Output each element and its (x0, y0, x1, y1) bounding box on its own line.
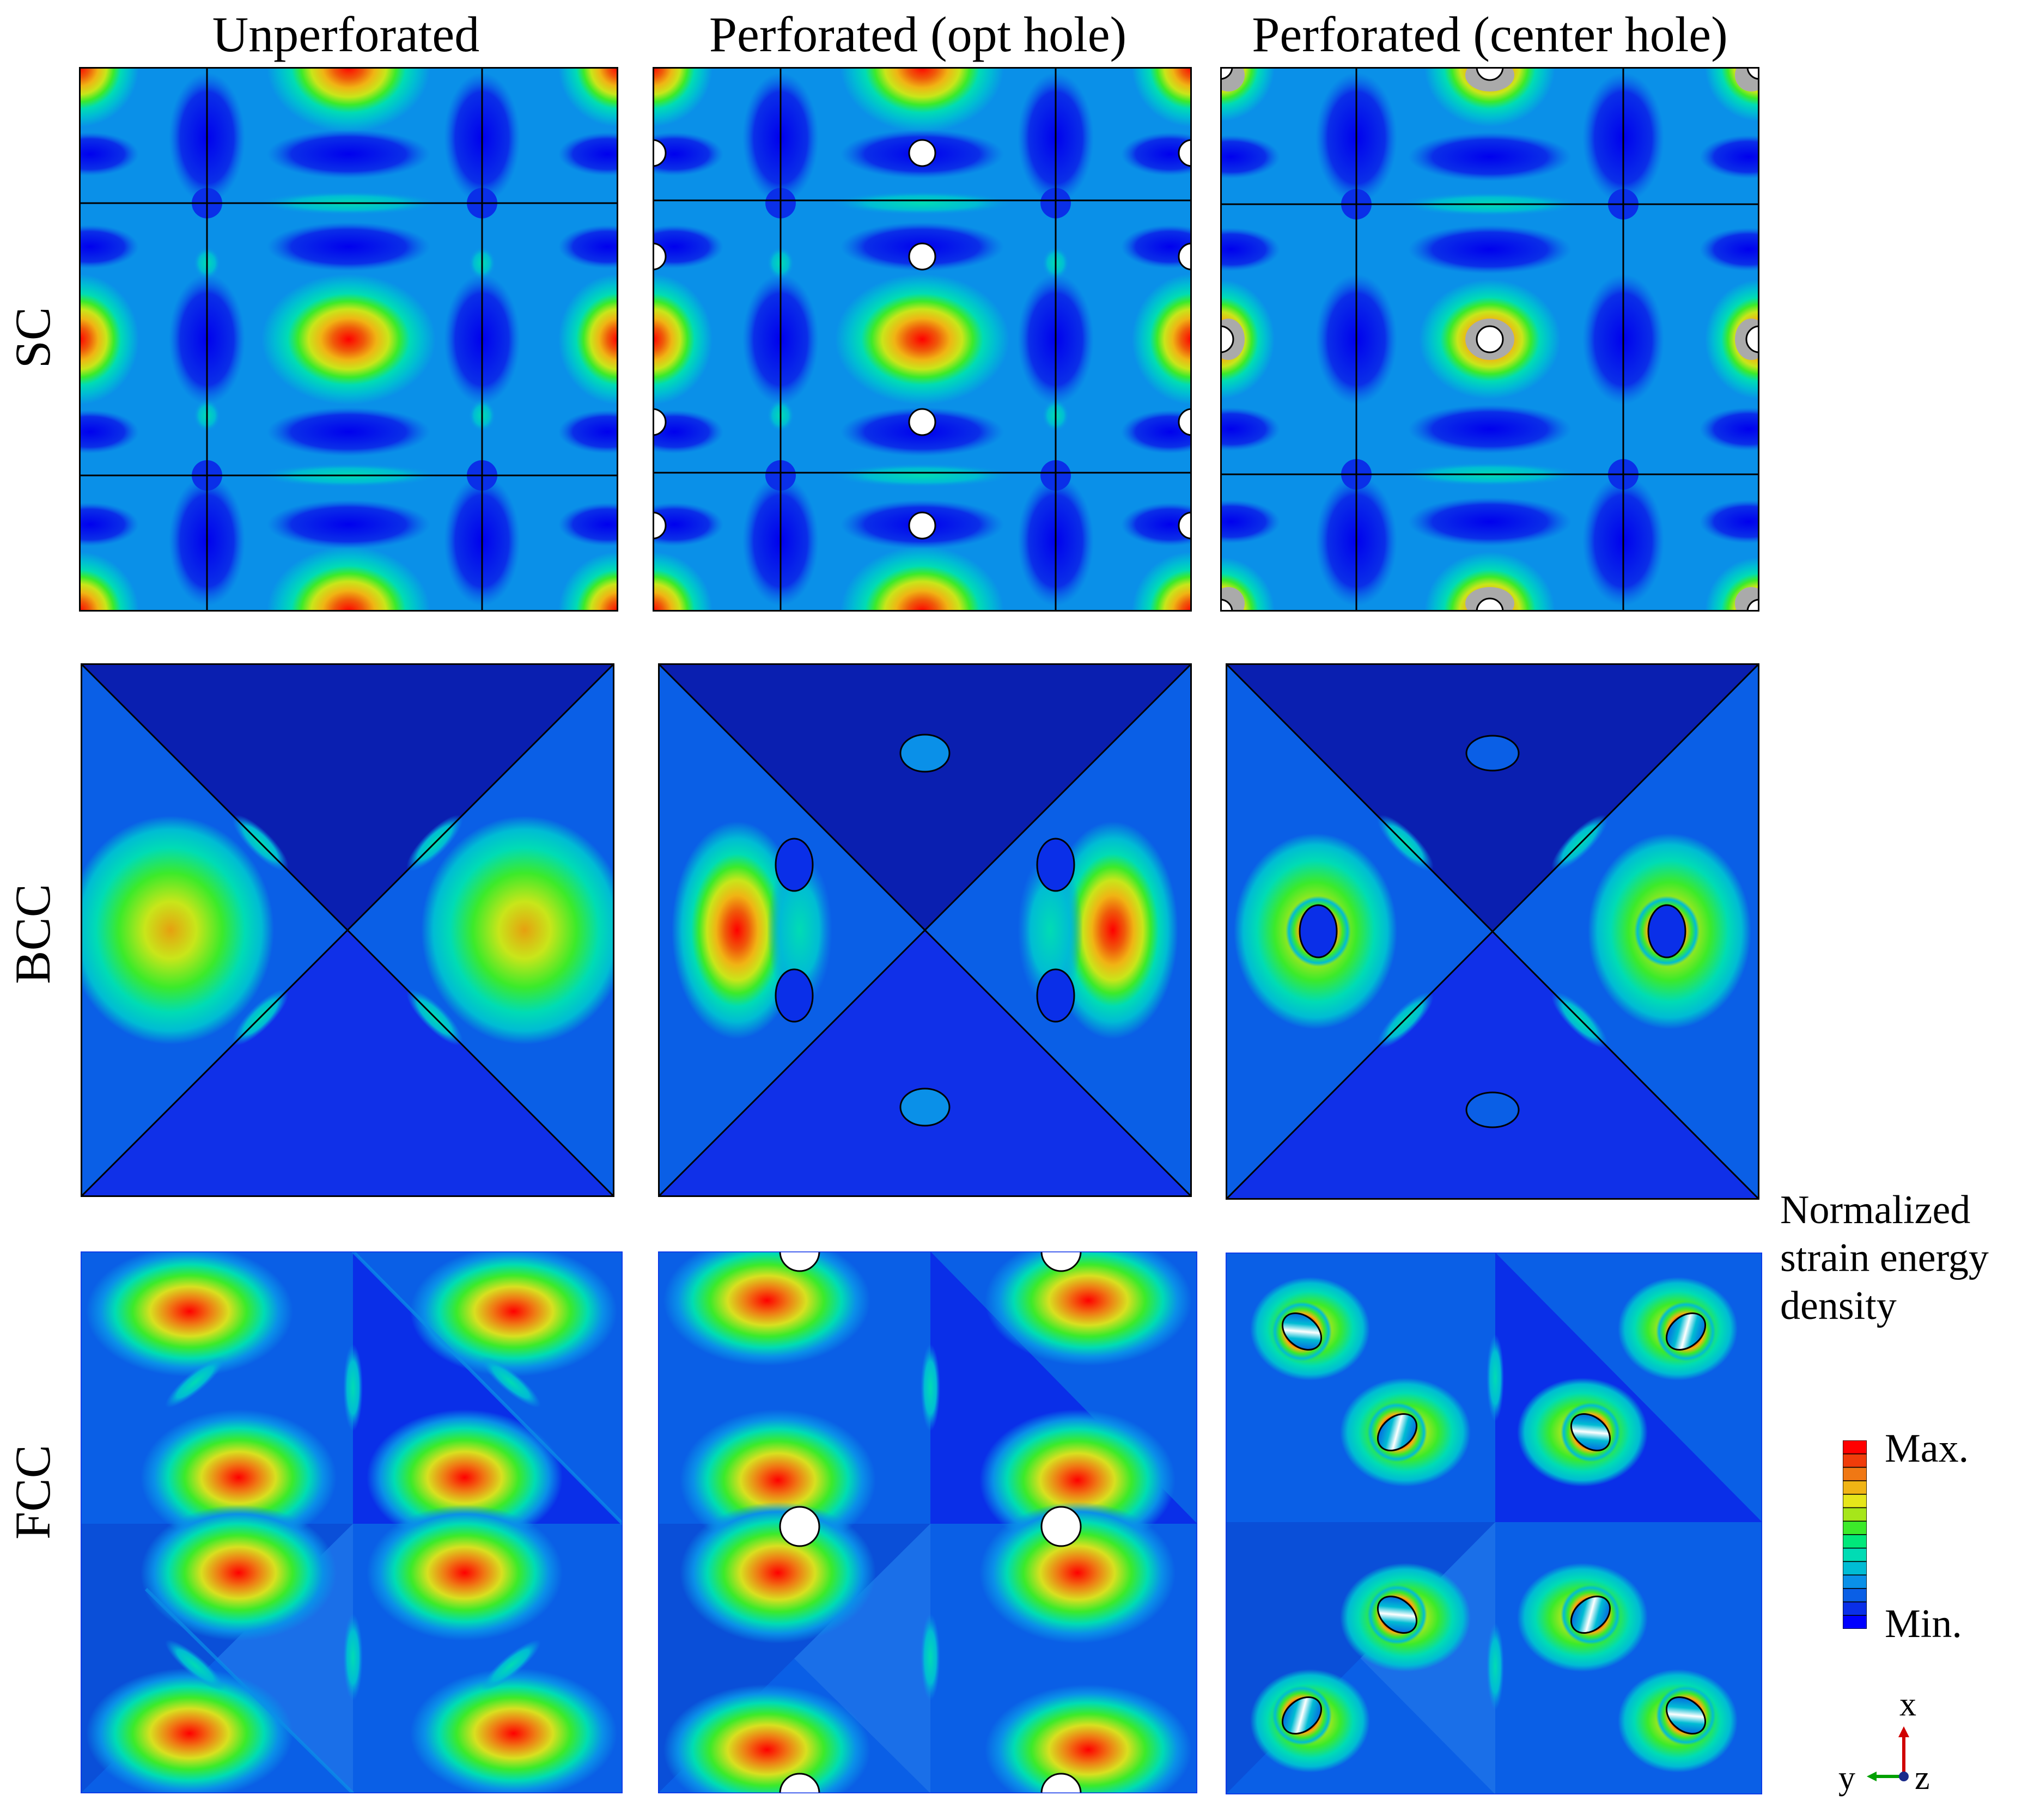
colorbar-max-label: Max. (1885, 1426, 1969, 1471)
colorbar-segment (1843, 1534, 1867, 1549)
colorbar (1843, 1440, 1867, 1629)
row-title-bcc: BCC (5, 883, 60, 985)
row-title-fcc: FCC (5, 1445, 60, 1540)
z-axis-label: z (1915, 1760, 1930, 1797)
colorbar-segment (1843, 1561, 1867, 1575)
bcc-center-hole-panel (1226, 663, 1759, 1200)
sc-unperforated-panel (79, 67, 618, 612)
colorbar-segment (1843, 1601, 1867, 1616)
colorbar-segment (1843, 1547, 1867, 1562)
colorbar-segment (1843, 1467, 1867, 1481)
colorbar-segment (1843, 1480, 1867, 1495)
legend-title-line-2: strain energy (1780, 1236, 1989, 1280)
x-axis-label: x (1899, 1686, 1916, 1723)
column-title-perforated-opt-hole: Perforated (opt hole) (709, 7, 1127, 62)
sc-center-hole-panel (1220, 67, 1759, 612)
axis-triad-icon: x y z (1838, 1686, 1930, 1797)
legend-title: Normalized strain energy density (1780, 1186, 1989, 1330)
bcc-opt-hole-panel (658, 663, 1192, 1197)
y-axis-arrowhead (1867, 1772, 1877, 1781)
column-title-perforated-center-hole: Perforated (center hole) (1252, 7, 1728, 62)
x-axis-arrowhead (1898, 1726, 1909, 1737)
row-title-sc: SC (5, 307, 60, 369)
legend-title-line-3: density (1780, 1284, 1897, 1328)
z-axis-dot (1899, 1772, 1909, 1781)
fcc-unperforated-panel (81, 1251, 623, 1793)
fcc-center-hole-panel (1226, 1253, 1762, 1794)
column-title-unperforated: Unperforated (212, 7, 480, 62)
colorbar-segment (1843, 1588, 1867, 1603)
legend-title-line-1: Normalized (1780, 1188, 1971, 1232)
colorbar-segment (1843, 1494, 1867, 1508)
bcc-unperforated-panel (81, 663, 614, 1197)
colorbar-min-label: Min. (1885, 1602, 1962, 1646)
colorbar-segment (1843, 1440, 1867, 1455)
fcc-opt-hole-panel (658, 1251, 1197, 1793)
colorbar-segment (1843, 1615, 1867, 1629)
sc-opt-hole-panel (653, 67, 1192, 612)
colorbar-segment (1843, 1507, 1867, 1522)
y-axis-label: y (1838, 1760, 1855, 1797)
colorbar-segment (1843, 1520, 1867, 1535)
colorbar-segment (1843, 1453, 1867, 1468)
colorbar-segment (1843, 1574, 1867, 1589)
